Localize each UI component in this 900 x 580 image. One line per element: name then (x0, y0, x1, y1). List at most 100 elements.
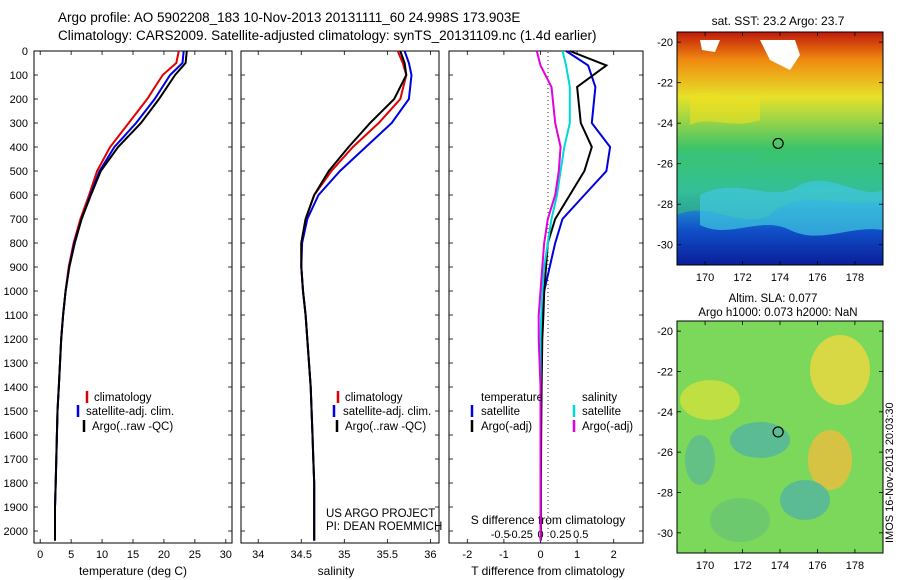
salinity-panel-frame (240, 50, 440, 544)
depth-tick-label: 1700 (4, 454, 28, 466)
lat-tick-label: -20 (657, 37, 673, 49)
imos-timestamp: IMOS 16-Nov-2013 20:03:30 (884, 402, 896, 543)
depth-tick-label: 800 (10, 238, 28, 250)
salinity-x-axis: 34 34.5 35 35.5 36 (252, 51, 437, 561)
difference-legend: temperature satellite Argo(-adj) salinit… (470, 392, 633, 433)
depth-tick-label: 1300 (4, 358, 28, 370)
legend-label-s-satellite: satellite (582, 406, 621, 418)
depth-tick-label: 1800 (4, 478, 28, 490)
depth-tick-label: 400 (10, 142, 28, 154)
x-tick-label: 34 (252, 549, 264, 561)
sla-argo-location-marker (772, 426, 784, 438)
s-tick-label: 0.25 (550, 529, 571, 541)
lon-tick-label: 172 (733, 272, 751, 284)
depth-tick-label: 1100 (4, 310, 28, 322)
depth-tick-label: 900 (10, 262, 28, 274)
sst-map-axes: -20 -22 -24 -26 -28 -30 170 172 174 176 178 (657, 32, 883, 284)
legend-title-salinity: salinity (582, 392, 617, 404)
temperature-x-axis: 0 5 10 15 20 25 30 (37, 51, 232, 561)
legend-title-temperature: temperature (481, 392, 543, 404)
lat-tick-label: -30 (657, 240, 673, 252)
salinity-legend: climatology satellite-adj. clim. Argo(..… (332, 391, 431, 433)
x-tick-label: 30 (220, 549, 232, 561)
sla-map-title-1: Altim. SLA: 0.077 (729, 293, 818, 305)
depth-tick-label: 500 (10, 166, 28, 178)
x-tick-label: 35 (338, 549, 350, 561)
series-line-satellite (539, 50, 612, 541)
lat-tick-label: -28 (657, 487, 673, 499)
temperature-axis-label: temperature (deg C) (79, 564, 187, 578)
x-tick-label: 15 (127, 549, 139, 561)
t-difference-axis-label: T difference from climatology (471, 564, 625, 578)
lat-tick-label: -20 (657, 326, 673, 338)
credit-line-1: US ARGO PROJECT (326, 508, 435, 520)
legend-label-t-argo: Argo(-adj) (481, 421, 532, 433)
temperature-panel-frame (33, 50, 233, 544)
depth-tick-label: 200 (10, 94, 28, 106)
lat-tick-label: -26 (657, 159, 673, 171)
depth-tick-label: 1400 (4, 382, 28, 394)
temperature-legend: climatology satellite-adj. clim. Argo(..… (76, 391, 174, 433)
legend-label-climatology: climatology (94, 392, 152, 404)
legend-label-climatology: climatology (345, 392, 403, 404)
x-tick-label: 1 (574, 549, 580, 561)
figure-title-line-2: Climatology: CARS2009. Satellite-adjuste… (58, 28, 597, 43)
lon-tick-label: 178 (846, 560, 864, 572)
depth-tick-label: 700 (10, 214, 28, 226)
difference-x-axis: -2 -1 0 1 2 (462, 51, 617, 561)
sla-map-title-2: Argo h1000: 0.073 h2000: NaN (698, 307, 857, 319)
legend-label-argo: Argo(..raw -QC) (345, 421, 426, 433)
x-tick-label: 0 (537, 549, 543, 561)
depth-tick-label: 300 (10, 118, 28, 130)
series-line-satellite-adj-clim (54, 50, 185, 541)
figure-title-line-1: Argo profile: AO 5902208_183 10-Nov-2013… (58, 10, 521, 25)
lon-tick-label: 176 (808, 272, 826, 284)
lon-tick-label: 174 (771, 272, 789, 284)
depth-tick-label: 0 (22, 46, 28, 58)
depth-tick-label: 2000 (4, 526, 28, 538)
x-tick-label: -1 (499, 549, 509, 561)
x-tick-label: 34.5 (291, 549, 312, 561)
lon-tick-label: 174 (771, 560, 789, 572)
x-tick-label: 0 (37, 549, 43, 561)
legend-label-s-argo: Argo(-adj) (582, 421, 633, 433)
x-tick-label: 25 (189, 549, 201, 561)
sla-map-axes: -20 -22 -24 -26 -28 -30 170 172 174 176 178 (657, 321, 883, 572)
lat-tick-label: -22 (657, 78, 673, 90)
depth-tick-label: 600 (10, 190, 28, 202)
depth-tick-label: 1200 (4, 334, 28, 346)
depth-tick-label: 1600 (4, 430, 28, 442)
series-line-salinity-argo-adj (535, 50, 562, 541)
credit-line-2: PI: DEAN ROEMMICH (326, 521, 442, 533)
x-tick-label: 20 (158, 549, 170, 561)
difference-panel-frame (448, 50, 644, 544)
lat-tick-label: -30 (657, 528, 673, 540)
x-tick-label: 10 (96, 549, 108, 561)
series-line-argo-raw-qc (54, 50, 188, 541)
legend-label-satellite: satellite-adj. clim. (343, 406, 431, 418)
depth-tick-label: 1900 (4, 502, 28, 514)
s-tick-label: 0.5 (573, 529, 588, 541)
lat-tick-label: -24 (657, 118, 673, 130)
salinity-series (300, 50, 413, 541)
legend-label-t-satellite: satellite (481, 406, 520, 418)
lat-tick-label: -24 (657, 407, 673, 419)
series-line-climatology (54, 50, 180, 541)
x-tick-label: -2 (462, 549, 472, 561)
sst-map-title: sat. SST: 23.2 Argo: 23.7 (712, 14, 845, 28)
x-tick-label: 35.5 (377, 549, 398, 561)
lon-tick-label: 170 (696, 560, 714, 572)
s-tick-label: -0.25 (508, 529, 533, 541)
legend-label-satellite: satellite-adj. clim. (86, 406, 174, 418)
depth-tick-label: 100 (10, 70, 28, 82)
legend-label-argo: Argo(..raw -QC) (92, 421, 173, 433)
s-tick-label: -0.5 (491, 529, 510, 541)
depth-tick-label: 1500 (4, 406, 28, 418)
lat-tick-label: -28 (657, 199, 673, 211)
series-line-argo-raw-qc (300, 50, 408, 541)
lon-tick-label: 172 (733, 560, 751, 572)
difference-series (535, 50, 612, 541)
x-tick-label: 36 (424, 549, 436, 561)
